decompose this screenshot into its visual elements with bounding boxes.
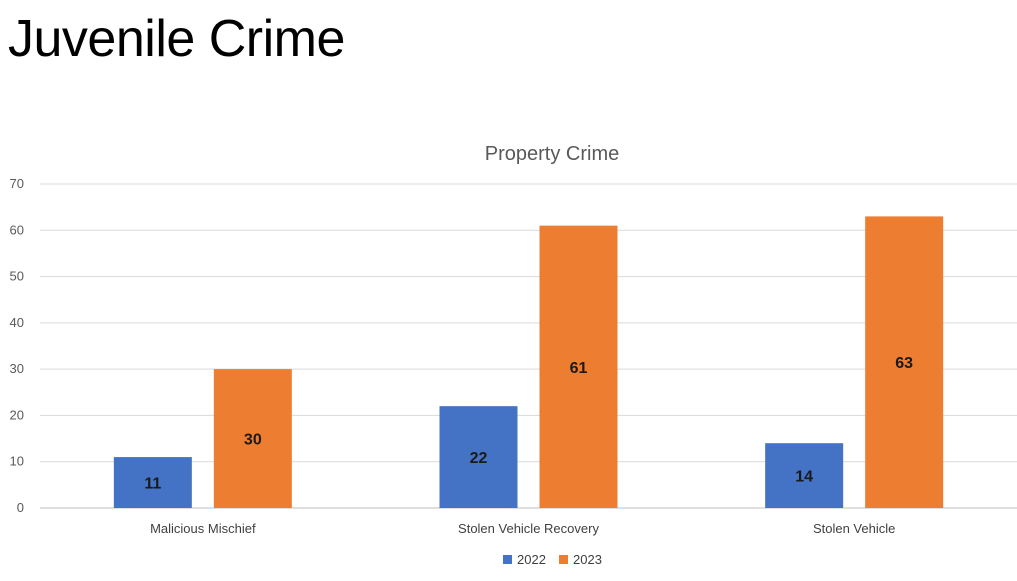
data-label: 11 — [144, 476, 161, 493]
data-label: 14 — [795, 469, 813, 486]
y-tick-label: 20 — [10, 407, 24, 422]
x-axis: Malicious Mischief Stolen Vehicle Recover… — [150, 521, 895, 536]
y-tick-label: 40 — [10, 315, 24, 330]
bar — [113, 457, 192, 508]
bar — [213, 369, 292, 508]
slide-title: Juvenile Crime — [8, 10, 345, 68]
chart-title: Property Crime — [485, 143, 619, 165]
y-tick-label: 70 — [10, 176, 24, 191]
data-label: 61 — [570, 360, 588, 377]
legend-swatch — [559, 555, 568, 564]
bars: 11 30 22 61 14 63 — [113, 216, 944, 508]
legend: 2022 2023 — [503, 552, 602, 567]
y-tick-label: 60 — [10, 222, 24, 237]
x-tick-label: Malicious Mischief — [150, 521, 256, 536]
y-tick-label: 0 — [17, 500, 24, 515]
bar — [539, 225, 618, 508]
legend-swatch — [503, 555, 512, 564]
data-label: 63 — [895, 355, 913, 372]
data-label: 30 — [244, 432, 262, 449]
data-label: 22 — [470, 450, 488, 467]
legend-label: 2023 — [573, 552, 602, 567]
bar — [865, 216, 944, 508]
bar — [439, 406, 518, 508]
y-tick-label: 30 — [10, 361, 24, 376]
x-tick-label: Stolen Vehicle Recovery — [458, 521, 599, 536]
y-tick-label: 10 — [10, 454, 24, 469]
legend-label: 2022 — [517, 552, 546, 567]
bar — [765, 443, 844, 508]
gridlines — [40, 183, 1017, 509]
y-tick-label: 50 — [10, 269, 24, 284]
x-tick-label: Stolen Vehicle — [813, 521, 895, 536]
y-axis: 0 10 20 30 40 50 60 70 — [10, 176, 24, 515]
